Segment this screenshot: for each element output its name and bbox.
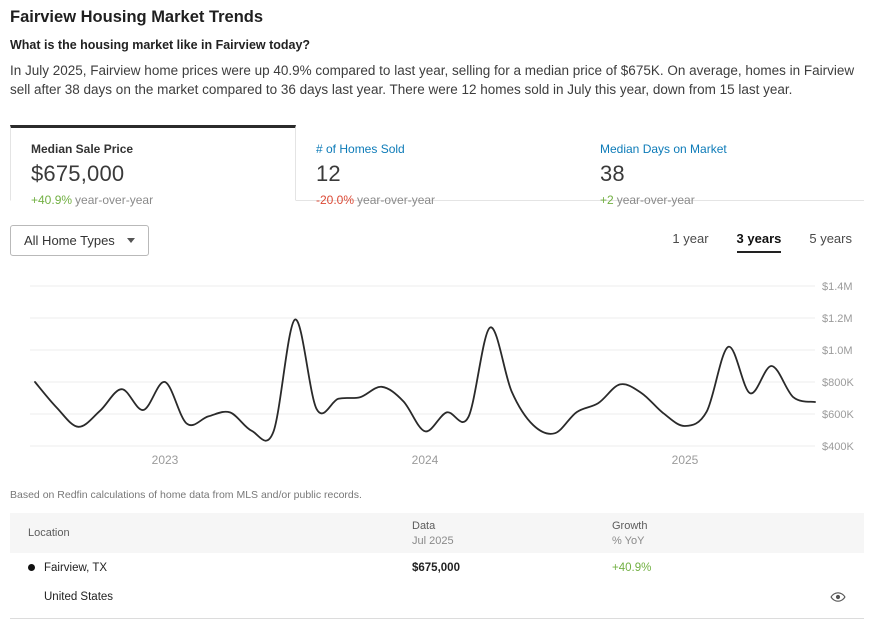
metric-change: +40.9% year-over-year: [31, 193, 275, 207]
location-marker-dot: [28, 564, 35, 571]
metric-delta: -20.0%: [316, 193, 355, 207]
metric-value: $675,000: [31, 161, 125, 186]
column-header-growth: Growth % YoY: [612, 519, 648, 547]
metric-change-suffix: year-over-year: [75, 193, 154, 207]
y-axis-tick-label: $600K: [822, 409, 854, 421]
metric-tab-homes-sold[interactable]: # of Homes Sold 12 -20.0% year-over-year: [296, 125, 580, 207]
y-axis-tick-label: $1.0M: [822, 345, 853, 357]
metric-tabs: Median Sale Price $675,000 +40.9% year-ov…: [10, 125, 864, 207]
page-title: Fairview Housing Market Trends: [10, 8, 264, 26]
metric-label: Median Days on Market: [600, 142, 727, 156]
table-row-fairview[interactable]: Fairview, TX $675,000 +40.9%: [10, 553, 864, 582]
chevron-down-icon: [126, 238, 135, 243]
metric-value: 38: [600, 161, 625, 186]
location-name: Fairview, TX: [44, 561, 108, 574]
metric-tab-median-sale-price[interactable]: Median Sale Price $675,000 +40.9% year-ov…: [10, 125, 296, 207]
market-summary: In July 2025, Fairview home prices were …: [10, 63, 855, 97]
metric-value: 12: [316, 161, 341, 186]
growth-value: +40.9%: [612, 561, 652, 574]
market-question: What is the housing market like in Fairv…: [10, 38, 311, 52]
y-axis-tick-label: $400K: [822, 441, 854, 453]
column-header-location: Location: [28, 527, 70, 539]
metric-change-suffix: year-over-year: [357, 193, 436, 207]
home-type-dropdown[interactable]: All Home Types: [10, 225, 149, 256]
locations-table: Location Data Jul 2025 Growth % YoY Fair…: [10, 513, 864, 619]
location-name: United States: [44, 590, 114, 603]
metric-tab-days-on-market[interactable]: Median Days on Market 38 +2 year-over-yea…: [580, 125, 864, 207]
x-axis-year-label: 2024: [412, 453, 439, 467]
median-sale-price-line: [34, 318, 816, 442]
chart-controls: All Home Types 1 year 3 years 5 years: [10, 225, 864, 256]
metric-change: -20.0% year-over-year: [316, 193, 560, 207]
y-axis-tick-label: $800K: [822, 377, 854, 389]
metric-delta: +40.9%: [31, 193, 73, 207]
attribution-text: Based on Redfin calculations of home dat…: [10, 489, 362, 501]
time-range-tabs: 1 year 3 years 5 years: [672, 225, 864, 253]
x-axis-year-label: 2023: [152, 453, 179, 467]
range-tab-3-years[interactable]: 3 years: [736, 231, 782, 253]
table-header-row: Location Data Jul 2025 Growth % YoY: [10, 513, 864, 553]
chart-canvas[interactable]: $1.4M $1.2M $1.0M $800K $600K $400K 2023 2024 20…: [10, 268, 864, 468]
metric-change: +2 year-over-year: [600, 193, 844, 207]
range-tab-5-years[interactable]: 5 years: [809, 231, 852, 246]
location-cell: United States: [10, 591, 412, 603]
table-row-united-states[interactable]: United States: [10, 582, 864, 611]
eye-icon: [830, 591, 846, 602]
y-axis-tick-label: $1.4M: [822, 281, 853, 293]
range-tab-1-year[interactable]: 1 year: [672, 231, 709, 246]
column-header-data: Data Jul 2025: [412, 519, 454, 547]
metric-delta: +2: [600, 193, 614, 207]
visibility-toggle[interactable]: [830, 591, 864, 603]
median-sale-price-chart[interactable]: $1.4M $1.2M $1.0M $800K $600K $400K 2023 2024 20…: [10, 268, 864, 473]
y-axis-tick-label: $1.2M: [822, 313, 853, 325]
x-axis-year-label: 2025: [672, 453, 699, 467]
location-cell: Fairview, TX: [10, 562, 412, 574]
data-value: $675,000: [412, 561, 460, 574]
metric-label: # of Homes Sold: [316, 142, 405, 156]
home-type-dropdown-label: All Home Types: [24, 233, 115, 248]
metric-change-suffix: year-over-year: [616, 193, 695, 207]
metric-label: Median Sale Price: [31, 142, 134, 156]
